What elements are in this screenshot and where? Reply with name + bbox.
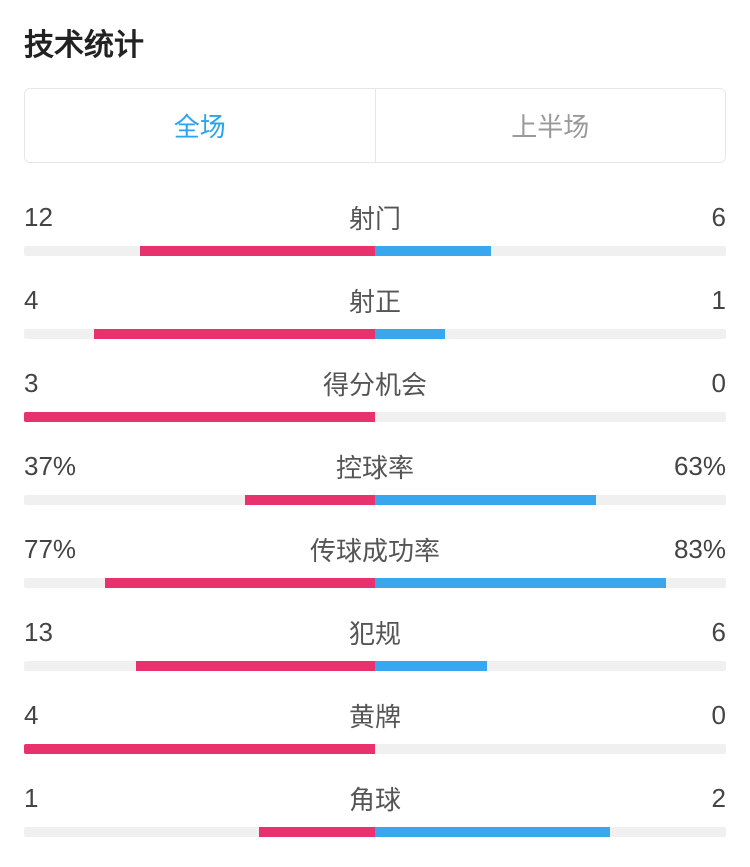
stat-right-value: 1 [492,285,726,316]
stat-bar-track [24,744,726,754]
stat-bar-track [24,578,726,588]
stat-row: 4射正1 [24,256,726,339]
tab-0[interactable]: 全场 [25,89,375,162]
stat-right-value: 0 [492,700,726,731]
stat-bar-right [375,329,445,339]
stat-bar-left [94,329,375,339]
stat-bar-left [24,412,375,422]
stat-right-value: 6 [492,202,726,233]
stat-left-value: 3 [24,368,258,399]
page-title: 技术统计 [24,20,726,64]
stat-right-value: 2 [492,783,726,814]
stat-bar-track [24,329,726,339]
stat-name: 射门 [258,199,492,236]
stat-bar-track [24,246,726,256]
stat-row: 37%控球率63% [24,422,726,505]
stat-bar-track [24,495,726,505]
stats-list: 12射门64射正13得分机会037%控球率63%77%传球成功率83%13犯规6… [24,173,726,837]
stat-right-value: 63% [492,451,726,482]
stat-left-value: 4 [24,285,258,316]
stat-bar-right [375,827,610,837]
stat-bar-right [375,495,596,505]
stat-bar-track [24,827,726,837]
stat-row: 1角球2 [24,754,726,837]
tab-bar: 全场上半场 [24,88,726,163]
stat-bar-right [375,246,491,256]
stat-name: 黄牌 [258,697,492,734]
stat-name: 传球成功率 [258,531,492,568]
stat-name: 得分机会 [258,365,492,402]
stat-bar-right [375,661,487,671]
stat-right-value: 0 [492,368,726,399]
stat-name: 角球 [258,780,492,817]
stat-bar-track [24,661,726,671]
stat-bar-left [24,744,375,754]
stat-bar-left [105,578,375,588]
stats-panel: 技术统计 全场上半场 12射门64射正13得分机会037%控球率63%77%传球… [0,0,750,857]
stat-name: 犯规 [258,614,492,651]
stat-row: 13犯规6 [24,588,726,671]
stat-right-value: 83% [492,534,726,565]
stat-left-value: 12 [24,202,258,233]
stat-left-value: 37% [24,451,258,482]
stat-bar-track [24,412,726,422]
stat-row: 12射门6 [24,173,726,256]
stat-bar-left [259,827,375,837]
stat-left-value: 4 [24,700,258,731]
stat-bar-right [375,578,666,588]
stat-row: 3得分机会0 [24,339,726,422]
stat-left-value: 13 [24,617,258,648]
stat-name: 射正 [258,282,492,319]
stat-bar-left [140,246,375,256]
stat-right-value: 6 [492,617,726,648]
stat-row: 77%传球成功率83% [24,505,726,588]
stat-name: 控球率 [258,448,492,485]
stat-left-value: 1 [24,783,258,814]
stat-bar-left [245,495,375,505]
stat-bar-left [136,661,375,671]
stat-left-value: 77% [24,534,258,565]
tab-1[interactable]: 上半场 [375,89,726,162]
stat-row: 4黄牌0 [24,671,726,754]
